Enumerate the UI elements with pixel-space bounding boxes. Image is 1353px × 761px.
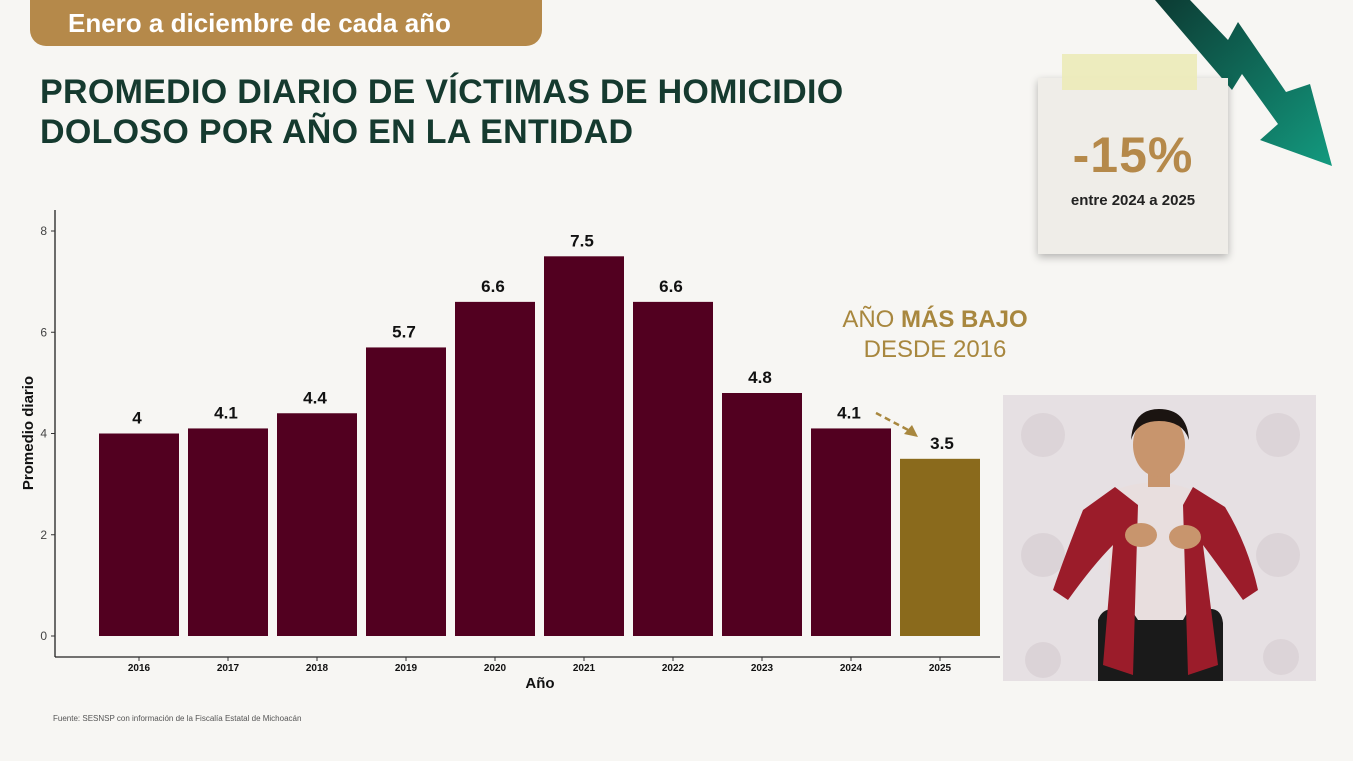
x-ticks: 2016 2017 2018 2019 2020 2021 2022 2023 2024 2025 (128, 657, 952, 674)
change-note-card: -15% entre 2024 a 2025 (1038, 78, 1228, 254)
title-line-1: PROMEDIO DIARIO DE VÍCTIMAS DE HOMICIDIO (40, 73, 844, 111)
downward-trend-arrow-icon (1155, 0, 1332, 166)
x-tick-label-2021: 2021 (573, 663, 596, 674)
data-labels: 4 4.1 4.4 5.7 6.6 7.5 6.6 4.8 4.1 3.5 (132, 231, 954, 453)
bar-2021 (544, 256, 624, 636)
lowest-year-note: AÑO MÁS BAJO DESDE 2016 (790, 305, 1080, 365)
bar-2024 (811, 428, 891, 636)
lowest-year-line-2: DESDE 2016 (863, 336, 1007, 363)
y-axis-label: Promedio diario (20, 376, 37, 490)
data-label-2023: 4.8 (748, 368, 772, 387)
bar-2022 (633, 301, 713, 636)
bar-2017 (188, 428, 268, 636)
data-label-2025: 3.5 (930, 434, 954, 453)
data-label-2020: 6.6 (481, 277, 505, 296)
y-tick-label: 0 (40, 629, 47, 643)
x-tick-label-2023: 2023 (751, 663, 774, 674)
title-line-2: DOLOSO POR AÑO EN LA ENTIDAD (40, 113, 634, 151)
data-label-2017: 4.1 (214, 403, 238, 422)
bar-2016 (99, 433, 179, 636)
period-tag: Enero a diciembre de cada año (30, 0, 542, 46)
bar-2025 (900, 458, 980, 636)
bar-2020 (455, 301, 535, 636)
trend-dashed-arrow (875, 411, 918, 437)
data-label-2024: 4.1 (837, 403, 861, 422)
change-percent: -15% (1072, 127, 1194, 183)
x-axis-label: Año (525, 675, 554, 692)
lowest-year-emphasis: MÁS BAJO (901, 306, 1028, 333)
bar-2019 (366, 347, 446, 636)
bar-2018 (277, 413, 357, 636)
x-tick-label-2018: 2018 (306, 663, 329, 674)
x-tick-label-2016: 2016 (128, 663, 151, 674)
data-label-2018: 4.4 (303, 388, 327, 407)
y-tick-label: 6 (40, 325, 47, 339)
bar-2023 (722, 393, 802, 636)
x-tick-label-2024: 2024 (840, 663, 863, 674)
page-title: PROMEDIO DIARIO DE VÍCTIMAS DE HOMICIDIO… (40, 72, 940, 152)
x-tick-label-2020: 2020 (484, 663, 507, 674)
sign-language-interpreter-video (1003, 395, 1316, 681)
tape-strip (1062, 54, 1197, 90)
x-tick-label-2019: 2019 (395, 663, 418, 674)
y-tick-label: 4 (40, 427, 47, 441)
y-tick-label: 8 (40, 224, 47, 238)
data-label-2019: 5.7 (392, 322, 416, 341)
change-period: entre 2024 a 2025 (1070, 192, 1196, 209)
interpreter-person-image (1003, 395, 1316, 681)
y-tick-label: 2 (40, 528, 47, 542)
x-tick-label-2022: 2022 (662, 663, 685, 674)
x-tick-label-2017: 2017 (217, 663, 240, 674)
x-tick-label-2025: 2025 (929, 663, 952, 674)
source-note: Fuente: SESNSP con información de la Fis… (53, 714, 302, 723)
y-ticks: 0 2 4 6 8 (40, 224, 55, 643)
data-label-2021: 7.5 (570, 231, 594, 250)
data-label-2022: 6.6 (659, 277, 683, 296)
lowest-year-line-1: AÑO MÁS BAJO (842, 306, 1028, 333)
bars (99, 256, 980, 636)
data-label-2016: 4 (132, 409, 142, 428)
